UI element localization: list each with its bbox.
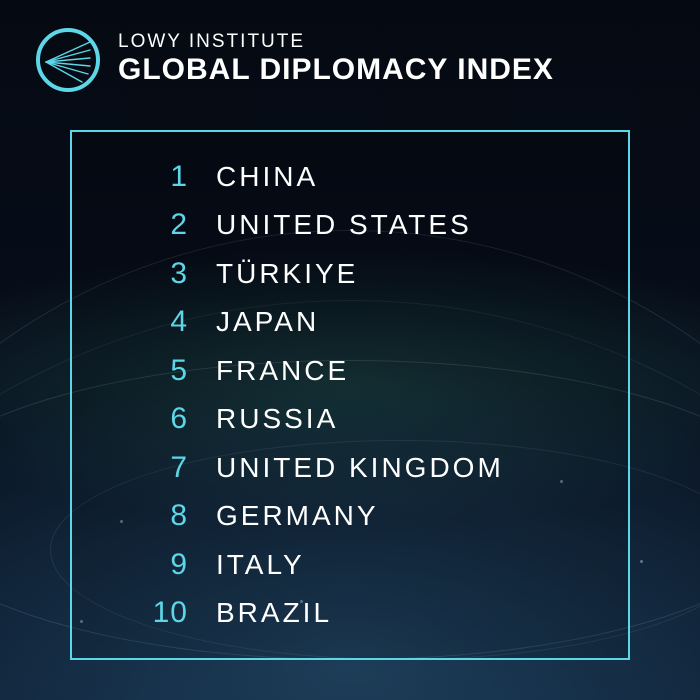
country-name: ITALY: [216, 549, 305, 581]
rank-number: 2: [112, 208, 188, 242]
ranking-panel: 1 CHINA 2 UNITED STATES 3 TÜRKIYE 4 JAPAN 5 FRANC…: [70, 130, 630, 660]
country-name: RUSSIA: [216, 403, 338, 435]
list-item: 1 CHINA: [112, 160, 608, 194]
lowy-logo-icon: [36, 28, 100, 92]
country-name: TÜRKIYE: [216, 258, 358, 290]
country-name: BRAZIL: [216, 597, 332, 629]
country-name: FRANCE: [216, 355, 349, 387]
rank-number: 9: [112, 548, 188, 582]
list-item: 9 ITALY: [112, 548, 608, 582]
ranking-list: 1 CHINA 2 UNITED STATES 3 TÜRKIYE 4 JAPAN 5 FRANC…: [112, 160, 608, 630]
country-name: GERMANY: [216, 500, 379, 532]
country-name: JAPAN: [216, 306, 319, 338]
list-item: 4 JAPAN: [112, 305, 608, 339]
rank-number: 7: [112, 451, 188, 485]
list-item: 8 GERMANY: [112, 499, 608, 533]
country-name: UNITED KINGDOM: [216, 452, 504, 484]
list-item: 6 RUSSIA: [112, 402, 608, 436]
rank-number: 10: [112, 596, 188, 630]
rank-number: 4: [112, 305, 188, 339]
infographic-stage: LOWY INSTITUTE GLOBAL DIPLOMACY INDEX 1C…: [0, 0, 700, 700]
list-item: 10 BRAZIL: [112, 596, 608, 630]
header-subtitle: LOWY INSTITUTE: [118, 32, 554, 53]
header: LOWY INSTITUTE GLOBAL DIPLOMACY INDEX: [36, 28, 554, 92]
rank-number: 1: [112, 160, 188, 194]
list-item: 3 TÜRKIYE: [112, 257, 608, 291]
rank-number: 5: [112, 354, 188, 388]
list-item: 2 UNITED STATES: [112, 208, 608, 242]
header-title: GLOBAL DIPLOMACY INDEX: [118, 53, 554, 88]
rank-number: 3: [112, 257, 188, 291]
header-text: LOWY INSTITUTE GLOBAL DIPLOMACY INDEX: [118, 32, 554, 87]
list-item: 7 UNITED KINGDOM: [112, 451, 608, 485]
country-name: CHINA: [216, 161, 318, 193]
country-name: UNITED STATES: [216, 209, 472, 241]
rank-number: 6: [112, 402, 188, 436]
list-item: 5 FRANCE: [112, 354, 608, 388]
rank-number: 8: [112, 499, 188, 533]
